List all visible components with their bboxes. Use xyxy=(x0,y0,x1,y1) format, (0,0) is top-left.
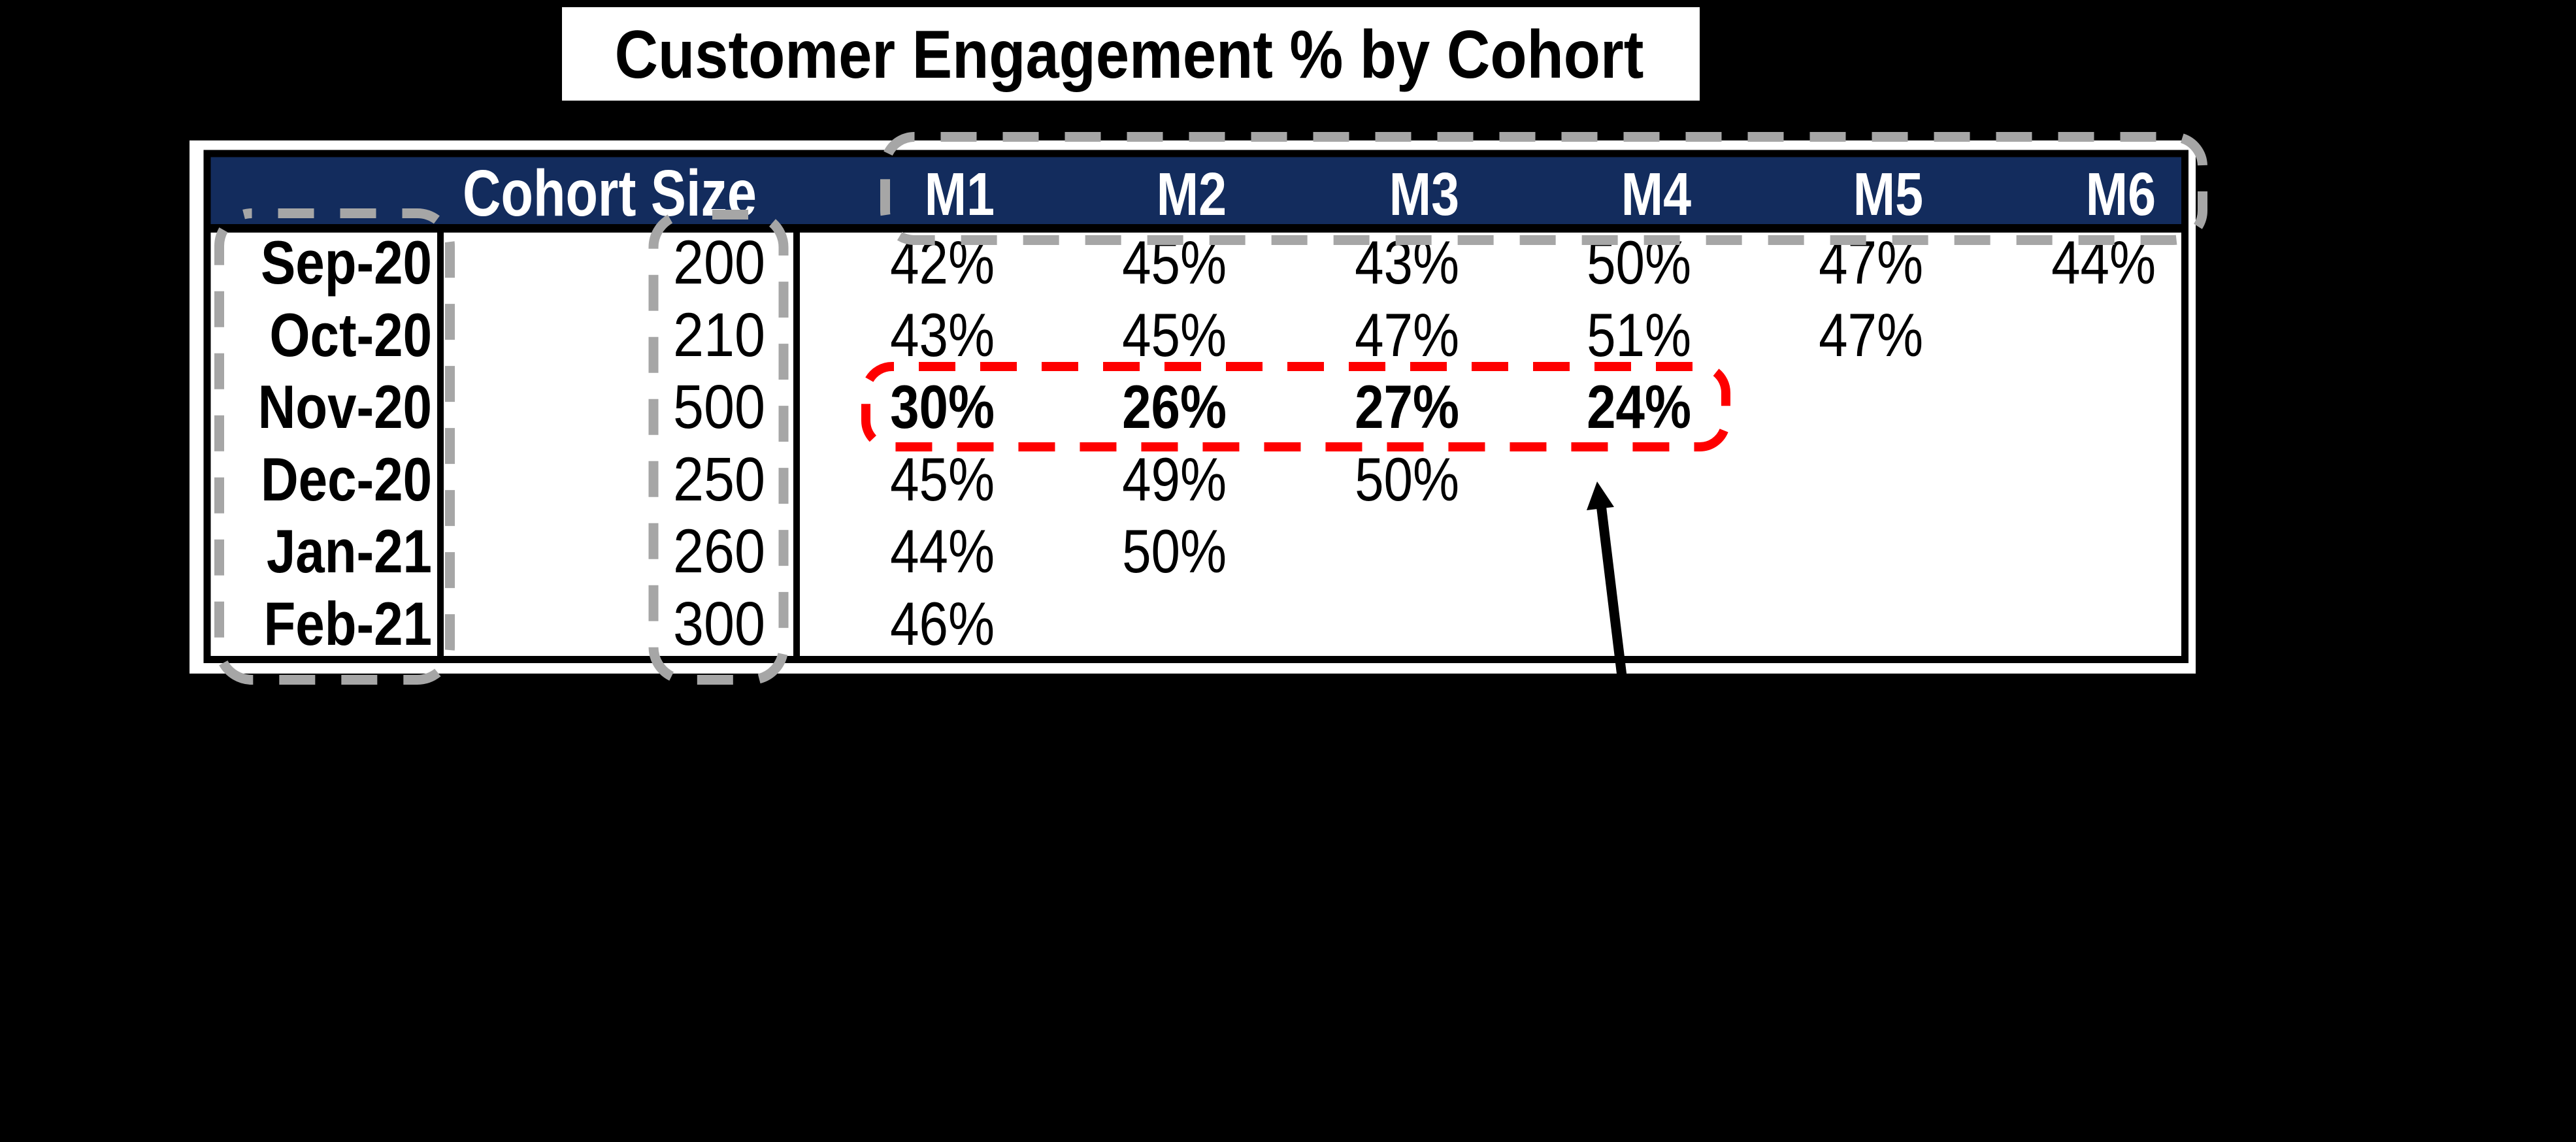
svg-text:45%: 45% xyxy=(1122,301,1227,370)
svg-text:49%: 49% xyxy=(1122,446,1227,514)
svg-text:Cohort Size: Cohort Size xyxy=(463,157,757,230)
svg-text:47%: 47% xyxy=(1819,301,1923,370)
svg-text:47%: 47% xyxy=(1355,301,1459,370)
svg-text:24%: 24% xyxy=(1587,373,1691,442)
svg-text:51%: 51% xyxy=(1587,301,1691,370)
svg-text:45%: 45% xyxy=(890,446,995,514)
svg-text:27%: 27% xyxy=(1355,373,1459,442)
svg-text:Dec-20: Dec-20 xyxy=(261,446,432,514)
svg-text:M4: M4 xyxy=(1621,161,1692,228)
svg-text:Customer Engagement % by Cohor: Customer Engagement % by Cohort xyxy=(615,16,1644,92)
svg-text:M5: M5 xyxy=(1853,161,1923,228)
svg-text:43%: 43% xyxy=(890,301,995,370)
svg-text:M1: M1 xyxy=(925,161,995,228)
svg-text:210: 210 xyxy=(673,301,765,370)
svg-text:Nov-20: Nov-20 xyxy=(258,373,432,442)
svg-text:50%: 50% xyxy=(1122,517,1227,586)
svg-text:260: 260 xyxy=(673,517,765,586)
svg-text:M6: M6 xyxy=(2086,161,2156,228)
svg-text:50%: 50% xyxy=(1355,446,1459,514)
svg-text:200: 200 xyxy=(673,228,765,297)
svg-text:300: 300 xyxy=(673,589,765,659)
svg-text:M2: M2 xyxy=(1157,161,1227,228)
svg-text:M3: M3 xyxy=(1389,161,1459,228)
svg-text:26%: 26% xyxy=(1122,373,1227,442)
svg-text:Feb-21: Feb-21 xyxy=(264,590,432,659)
svg-text:250: 250 xyxy=(673,445,765,514)
svg-text:Oct-20: Oct-20 xyxy=(269,301,432,370)
svg-text:Sep-20: Sep-20 xyxy=(261,229,432,297)
svg-text:46%: 46% xyxy=(890,590,995,659)
svg-text:30%: 30% xyxy=(890,373,995,442)
svg-text:Jan-21: Jan-21 xyxy=(267,517,432,586)
svg-text:44%: 44% xyxy=(890,517,995,586)
svg-text:500: 500 xyxy=(673,372,765,442)
